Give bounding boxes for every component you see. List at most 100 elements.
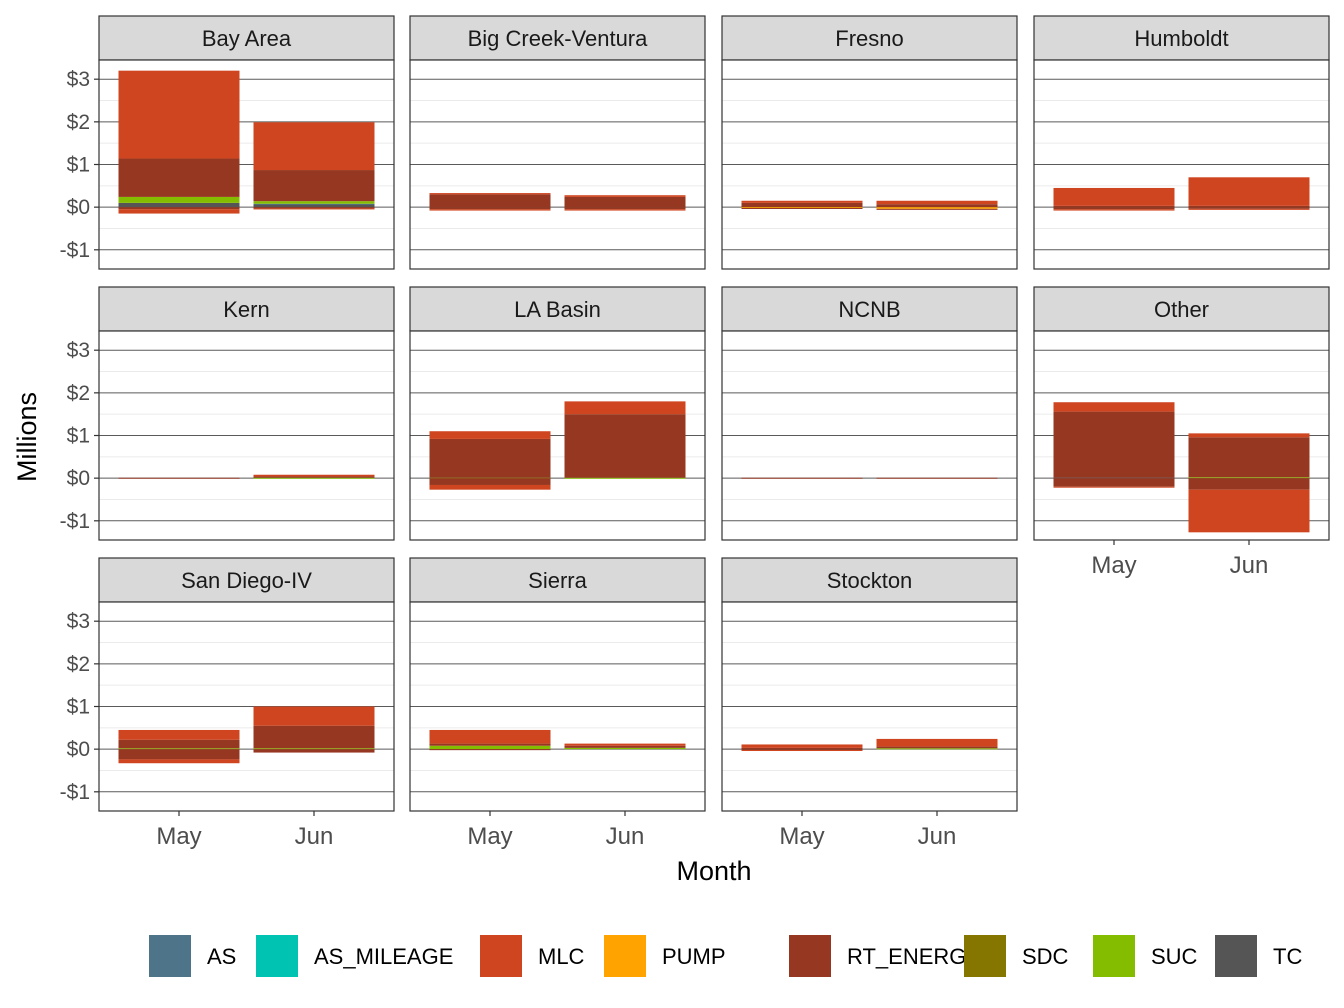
y-tick-label: $3 — [67, 339, 90, 362]
legend-label: RT_ENERGY — [847, 944, 981, 969]
facet-strip-label: Other — [1154, 297, 1209, 322]
bar-mlc-may — [1053, 402, 1175, 412]
x-tick-label: May — [156, 823, 201, 850]
bar-rt-energy-neg-may — [1053, 207, 1175, 210]
bar-mlc-jun — [253, 706, 375, 726]
bar-rt-energy-may — [741, 747, 863, 750]
bar-suc-jun — [253, 201, 375, 204]
facet-strip-label: Kern — [223, 297, 269, 322]
bar-mlc-neg-may — [1053, 209, 1175, 211]
bar-rt-energy-neg-may — [1053, 478, 1175, 487]
bar-rt-energy-jun — [253, 725, 375, 749]
facet-strip-label: Sierra — [528, 568, 587, 593]
facet-strip — [409, 557, 706, 603]
bar-tc-may — [118, 202, 240, 208]
facet-strip-label: Bay Area — [202, 26, 292, 51]
bar-mlc-may — [118, 729, 240, 740]
bar-pump-neg-jun — [876, 207, 998, 209]
panel-border — [721, 601, 1018, 812]
panel-border — [409, 59, 706, 270]
bar-mlc-jun — [1188, 433, 1310, 438]
bar-rt-energy-neg-may — [118, 749, 240, 760]
legend-swatch — [1215, 935, 1257, 977]
facet-panel-humboldt: Humboldt — [1033, 15, 1330, 270]
bar-suc-may — [118, 196, 240, 203]
bar-suc-may — [429, 745, 551, 750]
facet-strip-label: LA Basin — [514, 297, 601, 322]
y-tick-label: $1 — [67, 425, 90, 448]
legend-label: SUC — [1151, 944, 1198, 969]
facet-strip — [98, 286, 395, 332]
y-tick-label: $0 — [67, 467, 90, 490]
legend-item-mlc: MLC — [480, 935, 585, 977]
bar-suc-jun — [876, 748, 998, 750]
legend-label: TC — [1273, 944, 1302, 969]
bar-rt-energy-may — [1053, 205, 1175, 208]
legend-swatch — [964, 935, 1006, 977]
legend-label: AS_MILEAGE — [314, 944, 453, 969]
facet-strip — [98, 15, 395, 61]
bar-rt-energy-may — [741, 477, 863, 479]
bar-rt-energy-neg-may — [118, 207, 240, 210]
facet-strip-label: NCNB — [838, 297, 900, 322]
facet-strip — [409, 15, 706, 61]
facet-panel-big-creek-ventura: Big Creek-Ventura — [409, 15, 706, 270]
x-axis-title: Month — [676, 856, 751, 886]
facet-strip-label: Humboldt — [1134, 26, 1228, 51]
bar-rt-energy-neg-jun — [253, 749, 375, 753]
panel-border — [409, 330, 706, 541]
legend-item-as: AS — [149, 935, 236, 977]
bar-mlc-may — [429, 431, 551, 439]
bar-rt-energy-may — [741, 202, 863, 208]
bar-mlc-jun — [253, 474, 375, 477]
facet-strip-label: Big Creek-Ventura — [468, 26, 649, 51]
legend-swatch — [604, 935, 646, 977]
bar-suc-jun — [564, 477, 686, 479]
bar-mlc-may — [429, 193, 551, 195]
bar-rt-energy-may — [429, 438, 551, 478]
bar-mlc-jun — [564, 401, 686, 415]
panel-border — [721, 330, 1018, 541]
legend-item-suc: SUC — [1093, 935, 1198, 977]
legend-swatch — [149, 935, 191, 977]
y-tick-label: $1 — [67, 696, 90, 719]
y-tick-label: $3 — [67, 68, 90, 91]
legend-item-sdc: SDC — [964, 935, 1069, 977]
bar-mlc-jun — [876, 738, 998, 747]
bar-rt-energy-jun — [876, 746, 998, 749]
x-tick-label: May — [1091, 552, 1136, 579]
x-tick-label: Jun — [918, 823, 957, 850]
bar-mlc-may — [1053, 187, 1175, 206]
facet-panel-la-basin: LA Basin — [409, 286, 706, 541]
bar-rt-energy-neg-jun — [876, 208, 998, 210]
facet-strip-label: Stockton — [827, 568, 913, 593]
x-tick-label: Jun — [606, 823, 645, 850]
bar-mlc-neg-jun — [1188, 489, 1310, 533]
y-tick-label: -$1 — [60, 510, 90, 533]
bar-rt-energy-neg-jun — [1188, 478, 1310, 490]
facet-strip — [721, 286, 1018, 332]
y-tick-label: $2 — [67, 382, 90, 405]
bar-rt-energy-neg-may — [429, 749, 551, 751]
bar-mlc-jun — [876, 200, 998, 205]
panel-border — [409, 601, 706, 812]
legend-label: AS — [207, 944, 236, 969]
bar-suc-jun — [1188, 477, 1310, 479]
bar-rt-energy-jun — [564, 414, 686, 478]
bar-mlc-neg-jun — [564, 209, 686, 211]
bar-rt-energy-neg-may — [741, 208, 863, 210]
bar-rt-energy-neg-may — [429, 207, 551, 210]
bar-rt-energy-neg-may — [741, 749, 863, 751]
y-tick-label: $3 — [67, 610, 90, 633]
bar-rt-energy-jun — [253, 476, 375, 478]
bar-rt-energy-neg-may — [429, 478, 551, 485]
bar-mlc-neg-may — [741, 750, 863, 752]
bar-rt-energy-jun — [253, 170, 375, 202]
legend-item-pump: PUMP — [604, 935, 726, 977]
y-tick-label: -$1 — [60, 781, 90, 804]
bar-mlc-neg-jun — [253, 208, 375, 210]
legend-label: PUMP — [662, 944, 726, 969]
bar-rt-energy-jun — [564, 745, 686, 748]
facet-strip-label: Fresno — [835, 26, 903, 51]
